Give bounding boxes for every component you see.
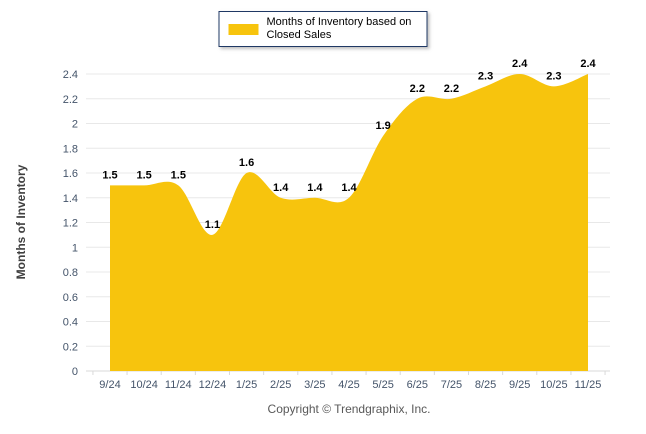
x-tick-label: 12/24 bbox=[199, 379, 227, 391]
y-tick-label: 0.6 bbox=[63, 292, 78, 304]
x-tick-label: 11/24 bbox=[165, 379, 192, 391]
legend: Months of Inventory based on Closed Sale… bbox=[218, 11, 428, 47]
y-tick-label: 1.4 bbox=[63, 193, 78, 205]
y-tick-label: 0 bbox=[72, 366, 78, 378]
inventory-area-series bbox=[110, 74, 588, 371]
legend-label: Months of Inventory based on Closed Sale… bbox=[266, 16, 412, 41]
x-tick-label: 1/25 bbox=[236, 379, 257, 391]
data-label: 1.5 bbox=[102, 169, 117, 181]
y-tick-label: 2 bbox=[72, 119, 78, 131]
x-tick-label: 11/25 bbox=[575, 379, 602, 391]
x-tick-label: 6/25 bbox=[407, 379, 428, 391]
y-tick-label: 1 bbox=[72, 242, 78, 254]
x-tick-label: 7/25 bbox=[441, 379, 462, 391]
data-label: 1.9 bbox=[375, 120, 390, 132]
y-tick-label: 2.4 bbox=[63, 69, 78, 81]
data-label: 1.4 bbox=[341, 182, 357, 194]
x-tick-label: 5/25 bbox=[372, 379, 393, 391]
y-tick-label: 0.8 bbox=[63, 267, 78, 279]
data-label: 1.4 bbox=[307, 182, 323, 194]
x-tick-label: 9/25 bbox=[509, 379, 530, 391]
x-tick-label: 4/25 bbox=[338, 379, 359, 391]
x-tick-label: 10/24 bbox=[130, 379, 158, 391]
x-tick-label: 3/25 bbox=[304, 379, 325, 391]
x-tick-label: 8/25 bbox=[475, 379, 496, 391]
data-label: 2.4 bbox=[580, 58, 596, 70]
data-label: 2.2 bbox=[444, 83, 459, 95]
data-label: 2.4 bbox=[512, 58, 528, 70]
legend-swatch-icon bbox=[228, 23, 259, 35]
data-label: 2.3 bbox=[546, 70, 561, 82]
copyright-text: Copyright © Trendgraphix, Inc. bbox=[267, 402, 431, 416]
data-label: 1.5 bbox=[136, 169, 151, 181]
y-axis-title: Months of Inventory bbox=[14, 164, 28, 280]
y-tick-label: 1.2 bbox=[63, 218, 78, 230]
months-of-inventory-area-chart: 0 0.2 0.4 0.6 0.8 1 1.2 1.4 1.6 1.8 2 2.2 2.4 1.5 1.5 1… bbox=[63, 58, 610, 391]
data-label: 1.5 bbox=[171, 169, 186, 181]
data-label: 1.1 bbox=[205, 219, 220, 231]
x-tick-label: 10/25 bbox=[540, 379, 568, 391]
data-label: 2.3 bbox=[478, 70, 493, 82]
y-tick-label: 2.2 bbox=[63, 94, 78, 106]
y-tick-label: 1.8 bbox=[63, 143, 78, 155]
data-label: 1.4 bbox=[273, 182, 289, 194]
x-tick-label: 9/24 bbox=[99, 379, 120, 391]
x-tick-label: 2/25 bbox=[270, 379, 291, 391]
y-tick-label: 0.4 bbox=[63, 317, 78, 329]
data-label: 2.2 bbox=[410, 83, 425, 95]
y-tick-label: 1.6 bbox=[63, 168, 78, 180]
y-tick-label: 0.2 bbox=[63, 341, 78, 353]
data-label: 1.6 bbox=[239, 157, 254, 169]
